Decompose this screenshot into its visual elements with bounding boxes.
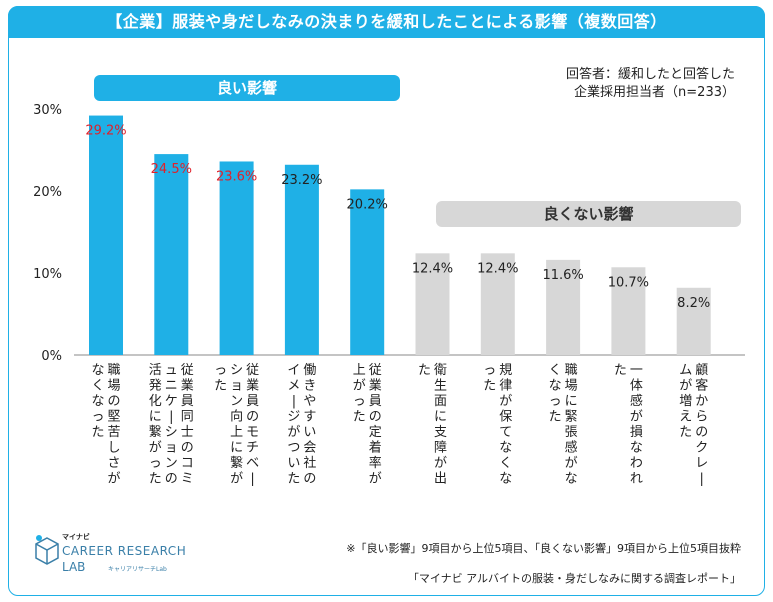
category-label: 従業員の定着率が上がった [353,363,382,487]
respondent-line-1: 回答者：緩和したと回答した [565,67,735,82]
bar-value-label: 10.7% [608,275,649,290]
category-label: 職場の堅苦しさがなくなった [91,363,120,487]
bar-value-label: 23.6% [216,169,257,184]
bar-value-label: 8.2% [677,296,710,311]
y-tick-label: 10% [33,267,62,282]
category-label: 顧客からのクレ|ムが増えた [679,363,708,487]
bad-impact-label: 良くない影響 [436,201,741,227]
y-tick-label: 20% [33,185,62,200]
bar [89,115,123,355]
respondent-note: 回答者：緩和したと回答した 企業採用担当者（n=233） [566,66,735,102]
logo-cube-icon [35,535,59,565]
category-label: 衛生面に支障が出た [418,363,447,487]
bar-value-label: 12.4% [412,261,453,276]
bar [415,253,450,355]
bar [676,287,711,355]
category-label: 職場に緊張感がなくなった [549,363,578,487]
logo-brand: マイナビ [62,533,90,541]
category-label: 働きやすい会社のイメ|ジがついた [287,363,316,487]
category-label: 一体感が損なわれた [614,363,643,487]
bar [480,253,515,355]
bar [154,154,189,355]
bar-value-label: 12.4% [477,261,518,276]
bar-value-label: 20.2% [347,197,388,212]
category-label: 従業員のモチベ|ション向上に繋がった [214,363,259,487]
respondent-line-2: 企業採用担当者（n=233） [574,85,735,100]
bar [284,164,319,355]
bar [219,161,254,355]
bar-value-label: 11.6% [542,268,583,283]
logo-line-2: LAB [62,560,86,574]
bar-value-label: 29.2% [85,124,126,139]
category-label: 規律が保てなくなった [483,363,512,487]
bar-value-label: 24.5% [151,162,192,177]
bar-value-label: 23.2% [281,173,322,188]
bar [611,267,646,355]
chart-title: 【企業】服装や身だしなみの決まりを緩和したことによる影響（複数回答） [8,6,765,38]
bar [546,259,581,355]
y-tick-label: 0% [41,349,62,364]
bar [350,189,385,355]
career-research-lab-logo: マイナビ CAREER RESEARCH LAB キャリアリサーチLab [34,530,186,574]
logo-line-1: CAREER RESEARCH [62,544,187,558]
footnote: ※「良い影響」9項目から上位5項目、「良くない影響」9項目から上位5項目抜粋 [346,542,741,555]
source-note: 「マイナビ アルバイトの服装・身だしなみに関する調査レポート」 [407,572,741,585]
category-label: 従業員同士のコミュニケ|ションの活発化に繋がった [149,363,194,487]
good-impact-label: 良い影響 [94,75,400,101]
logo-line-3: キャリアリサーチLab [108,566,167,573]
y-tick-label: 30% [33,103,62,118]
